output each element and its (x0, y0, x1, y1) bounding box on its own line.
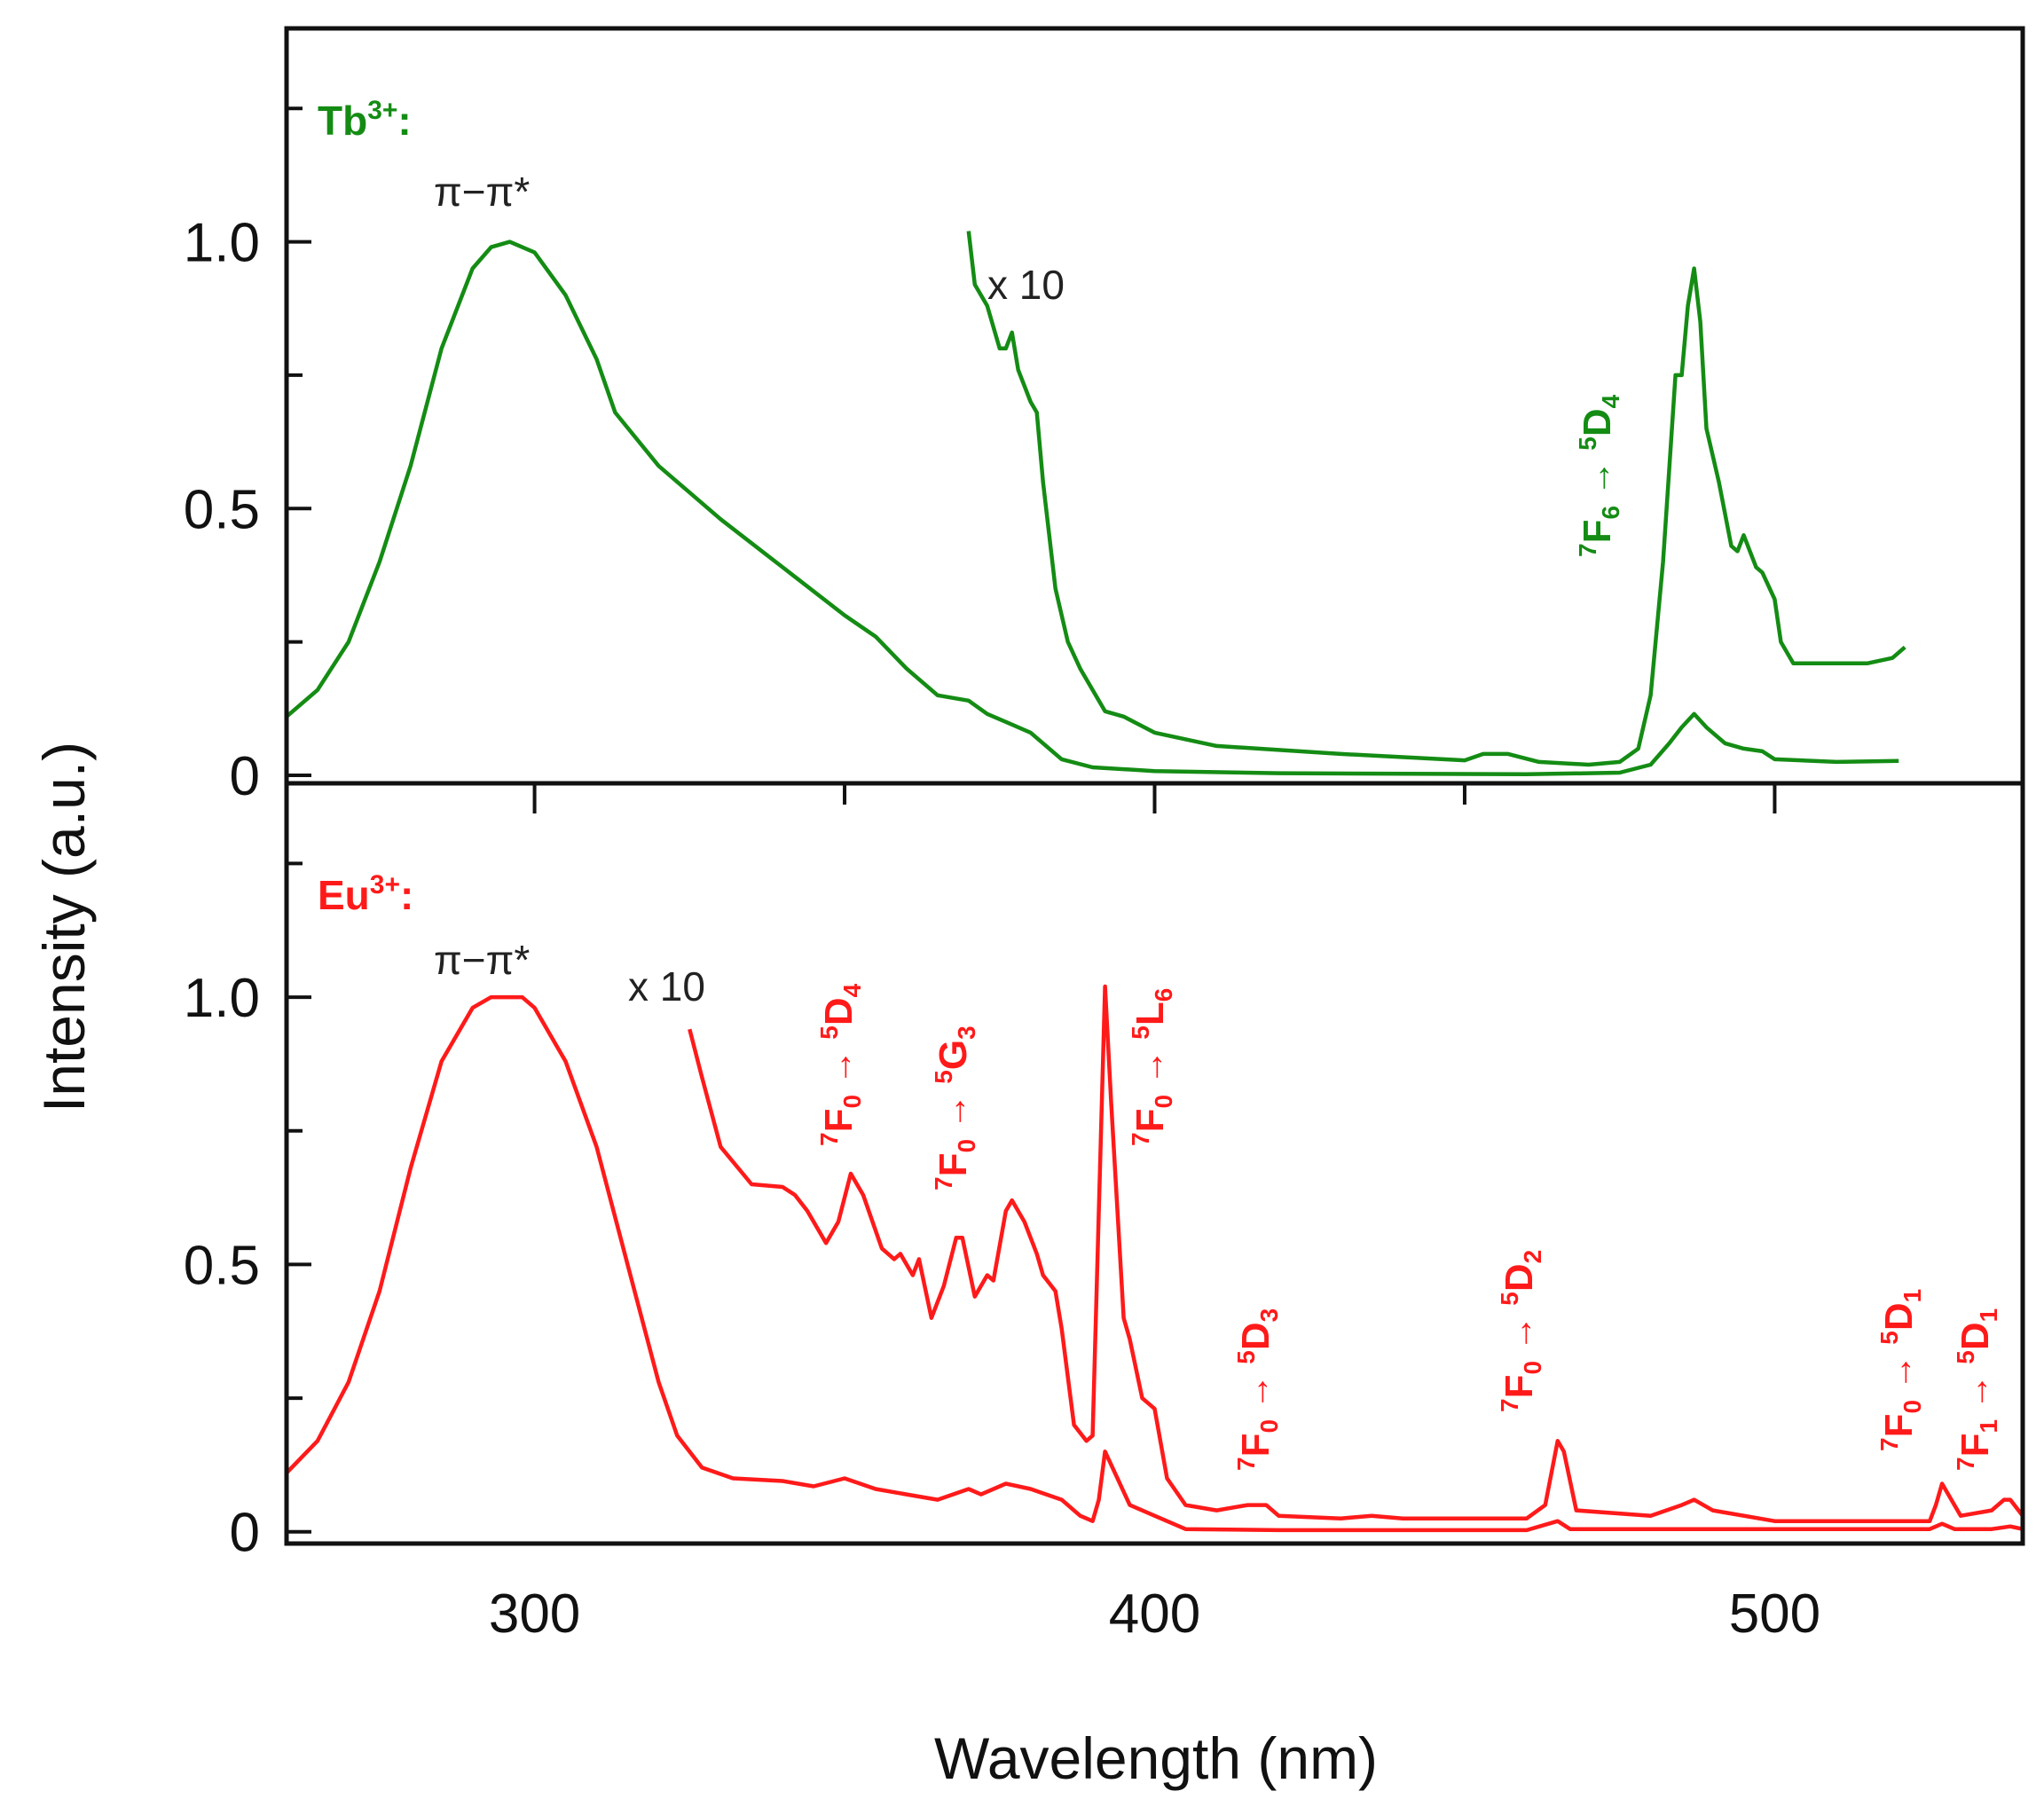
series-line-0-0 (287, 240, 1899, 777)
panel-frame (284, 781, 2025, 1546)
transition-label: 7F0 → 5L6 (1127, 988, 1177, 1146)
eu-band-label: π−π* (434, 937, 530, 983)
x-tick-label: 300 (489, 1583, 580, 1645)
chart-marks: 0 0.5 1.0 0 0.5 1.0 300 400 500 (184, 26, 2025, 1645)
x-tick-label: 400 (1109, 1583, 1200, 1645)
y-tick-label: 1.0 (184, 213, 260, 274)
transition-label: 7F0 → 5D3 (1232, 1308, 1283, 1471)
y-tick-label: 1.0 (184, 968, 260, 1029)
y-tick-label: 0.5 (184, 1235, 260, 1296)
eu-scale-label: x 10 (628, 963, 705, 1010)
tb-ion-label: Tb3+: (318, 96, 412, 144)
transition-label: 7F1 → 5D1 (1952, 1308, 2002, 1471)
eu-ion-label: Eu3+: (318, 870, 413, 918)
y-tick-label: 0 (230, 746, 260, 807)
tb-scale-label: x 10 (987, 262, 1065, 308)
series-line-0-1 (966, 231, 1906, 767)
y-axis-title: Intensity (a.u.) (31, 742, 97, 1112)
y-tick-label: 0 (230, 1503, 260, 1564)
transition-labels: 7F6 → 5D4 7F0 → 5D4 7F0 → 5G3 7F0 → 5L6 7F0 … (815, 394, 2002, 1471)
y-tick-label: 0.5 (184, 479, 260, 540)
transition-label: 7F0 → 5D2 (1496, 1250, 1546, 1412)
transition-label: 7F0 → 5G3 (930, 1025, 980, 1190)
transition-label: 7F0 → 5D1 (1875, 1289, 1926, 1451)
series-line-1-0 (287, 994, 2023, 1533)
x-tick-label: 500 (1729, 1583, 1820, 1645)
x-axis-title: Wavelength (nm) (934, 1725, 1378, 1791)
transition-label: 7F6 → 5D4 (1574, 394, 1624, 557)
transition-label: 7F0 → 5D4 (815, 983, 866, 1146)
tb-band-label: π−π* (434, 169, 530, 215)
series-line-1-1 (688, 984, 2023, 1523)
panel-frame (284, 26, 2025, 786)
